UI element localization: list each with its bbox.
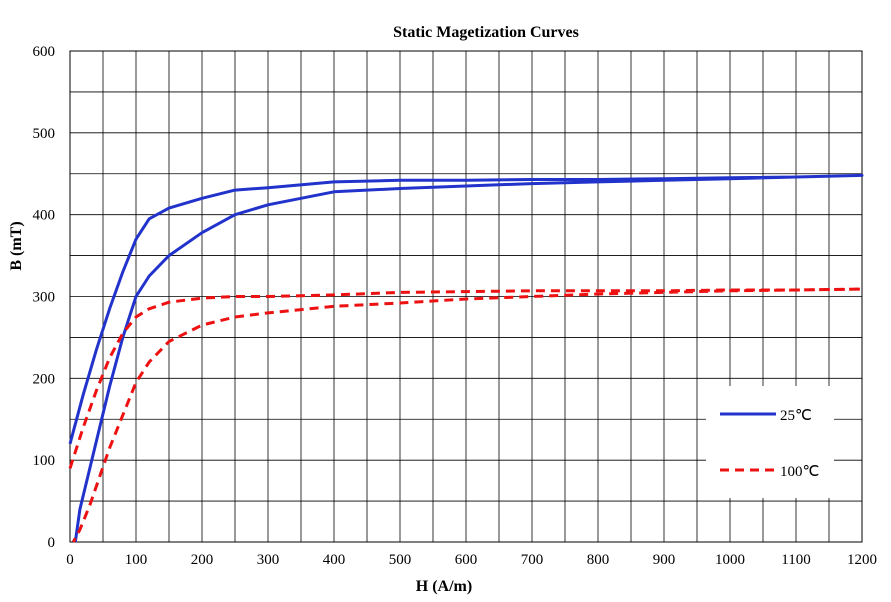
x-tick-label: 700 <box>521 552 544 568</box>
series-line-25c <box>68 173 864 543</box>
chart-title: Static Magetization Curves <box>393 24 579 41</box>
x-tick-label: 0 <box>66 552 74 568</box>
legend-label-25c: 25℃ <box>780 408 812 424</box>
y-tick-label: 500 <box>33 126 56 142</box>
x-tick-label: 600 <box>455 552 478 568</box>
y-tick-label: 400 <box>33 208 56 224</box>
x-tick-label: 500 <box>389 552 412 568</box>
legend-box <box>706 386 834 498</box>
y-tick-label: 300 <box>33 290 56 306</box>
x-tick-label: 300 <box>257 552 280 568</box>
y-tick-label: 600 <box>33 44 56 60</box>
plot-area-border <box>69 50 863 543</box>
x-axis-label: H (A/m) <box>416 578 472 595</box>
x-tick-label: 100 <box>125 552 148 568</box>
legend-label-100c: 100℃ <box>780 464 819 480</box>
y-tick-label: 0 <box>48 535 56 551</box>
x-tick-label: 1100 <box>781 552 810 568</box>
series-line-100c <box>68 287 864 543</box>
y-axis-label: B (mT) <box>8 221 25 270</box>
x-tick-label: 400 <box>323 552 346 568</box>
x-tick-label: 900 <box>653 552 676 568</box>
y-tick-label: 200 <box>33 371 56 387</box>
x-tick-label: 200 <box>191 552 214 568</box>
tick-labels: 0 100 200 300 400 500 600 700 800 900 1000 1100 1200… <box>33 44 878 568</box>
x-tick-label: 1200 <box>847 552 877 568</box>
x-tick-label: 800 <box>587 552 610 568</box>
y-tick-label: 100 <box>33 453 56 469</box>
series-layer <box>68 173 864 543</box>
legend: 25℃ 100℃ <box>706 386 834 498</box>
x-tick-label: 1000 <box>715 552 745 568</box>
